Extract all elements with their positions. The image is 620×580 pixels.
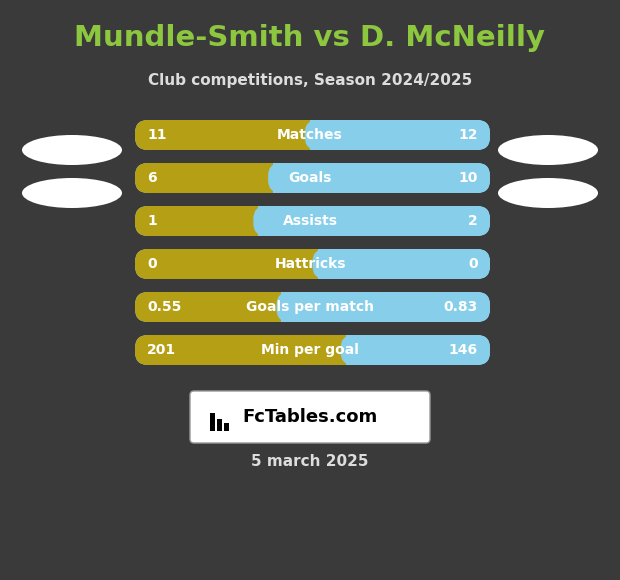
Text: 0: 0 bbox=[147, 257, 157, 271]
FancyBboxPatch shape bbox=[264, 292, 281, 322]
Text: Goals: Goals bbox=[288, 171, 332, 185]
Text: 0.55: 0.55 bbox=[147, 300, 182, 314]
Text: Mundle-Smith vs D. McNeilly: Mundle-Smith vs D. McNeilly bbox=[74, 24, 546, 52]
FancyBboxPatch shape bbox=[135, 206, 490, 236]
Text: 10: 10 bbox=[459, 171, 478, 185]
Text: 1: 1 bbox=[147, 214, 157, 228]
FancyBboxPatch shape bbox=[135, 335, 340, 365]
Text: 6: 6 bbox=[147, 171, 157, 185]
Text: 2: 2 bbox=[468, 214, 478, 228]
Text: Hattricks: Hattricks bbox=[274, 257, 346, 271]
FancyBboxPatch shape bbox=[217, 419, 222, 431]
FancyBboxPatch shape bbox=[292, 120, 310, 150]
FancyBboxPatch shape bbox=[340, 335, 490, 365]
Text: Assists: Assists bbox=[283, 214, 337, 228]
Text: Club competitions, Season 2024/2025: Club competitions, Season 2024/2025 bbox=[148, 72, 472, 88]
FancyBboxPatch shape bbox=[254, 206, 490, 236]
FancyBboxPatch shape bbox=[135, 249, 490, 279]
FancyBboxPatch shape bbox=[135, 249, 312, 279]
Text: 5 march 2025: 5 march 2025 bbox=[251, 455, 369, 469]
FancyBboxPatch shape bbox=[277, 292, 490, 322]
Text: Min per goal: Min per goal bbox=[261, 343, 359, 357]
FancyBboxPatch shape bbox=[135, 120, 490, 150]
Ellipse shape bbox=[22, 135, 122, 165]
Text: 12: 12 bbox=[459, 128, 478, 142]
Text: FcTables.com: FcTables.com bbox=[242, 408, 377, 426]
FancyBboxPatch shape bbox=[135, 292, 277, 322]
FancyBboxPatch shape bbox=[135, 120, 305, 150]
FancyBboxPatch shape bbox=[299, 249, 317, 279]
FancyBboxPatch shape bbox=[268, 163, 490, 193]
Text: Goals per match: Goals per match bbox=[246, 300, 374, 314]
Ellipse shape bbox=[22, 178, 122, 208]
FancyBboxPatch shape bbox=[327, 335, 345, 365]
Text: 11: 11 bbox=[147, 128, 167, 142]
FancyBboxPatch shape bbox=[210, 413, 215, 431]
FancyBboxPatch shape bbox=[135, 292, 490, 322]
Text: 0.83: 0.83 bbox=[444, 300, 478, 314]
FancyBboxPatch shape bbox=[135, 163, 268, 193]
FancyBboxPatch shape bbox=[135, 163, 490, 193]
FancyBboxPatch shape bbox=[135, 335, 490, 365]
FancyBboxPatch shape bbox=[135, 206, 254, 236]
Text: 0: 0 bbox=[468, 257, 478, 271]
Ellipse shape bbox=[498, 178, 598, 208]
FancyBboxPatch shape bbox=[224, 423, 229, 431]
Text: 146: 146 bbox=[449, 343, 478, 357]
FancyBboxPatch shape bbox=[312, 249, 490, 279]
Text: 201: 201 bbox=[147, 343, 176, 357]
FancyBboxPatch shape bbox=[255, 163, 273, 193]
FancyBboxPatch shape bbox=[305, 120, 490, 150]
FancyBboxPatch shape bbox=[190, 391, 430, 443]
Text: Matches: Matches bbox=[277, 128, 343, 142]
Ellipse shape bbox=[498, 135, 598, 165]
FancyBboxPatch shape bbox=[241, 206, 259, 236]
